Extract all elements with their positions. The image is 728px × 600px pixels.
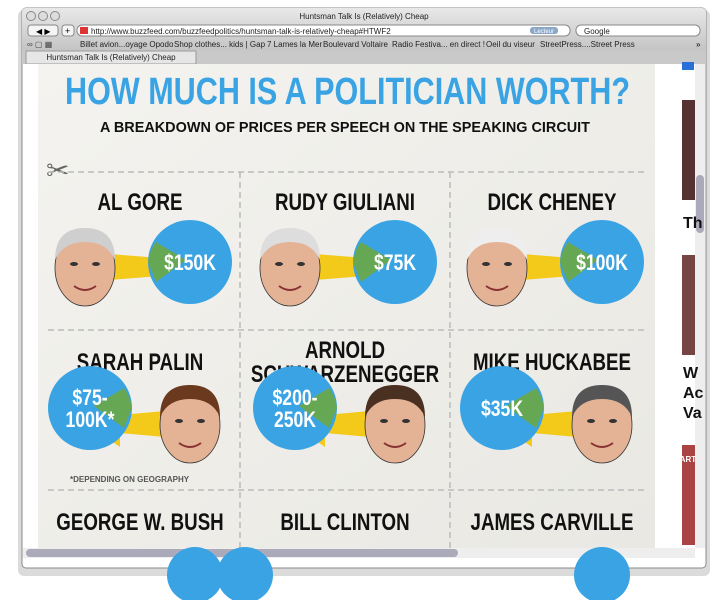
infographic: [38, 64, 655, 548]
eye: [297, 262, 305, 266]
reader-button[interactable]: [530, 27, 558, 34]
add-button[interactable]: [61, 24, 75, 37]
back-forward[interactable]: [27, 24, 59, 37]
bookmark[interactable]: Radio Festiva... en direct !: [392, 40, 485, 49]
overlap: [506, 388, 544, 428]
price-circle: [48, 366, 132, 450]
hair: [365, 385, 425, 417]
hair: [260, 228, 320, 260]
price: $75K: [374, 251, 417, 275]
overlap: [560, 242, 598, 282]
v-scroll-thumb[interactable]: [696, 175, 704, 233]
address-bar[interactable]: [76, 24, 571, 37]
price-circle: [167, 547, 223, 600]
eye: [609, 419, 617, 423]
price-circle: [460, 366, 544, 450]
bookmark[interactable]: Billet avion...oyage Opodo: [80, 40, 174, 49]
add-icon: +: [65, 26, 70, 36]
bookmark[interactable]: Oeil du viseur: [486, 40, 535, 49]
mouth: [485, 285, 509, 291]
infographic-title: HOW MUCH IS A POLITICIAN WORTH?: [65, 71, 630, 113]
eye: [275, 262, 283, 266]
price: $100K: [576, 251, 628, 275]
price: $35K: [481, 397, 524, 421]
sidebar-text: Va: [683, 405, 702, 422]
eye: [175, 419, 183, 423]
eye: [197, 419, 205, 423]
mouth: [278, 285, 302, 291]
search-placeholder: Google: [584, 27, 610, 36]
back-icon: ◀ ▶: [36, 27, 51, 36]
price: $150K: [164, 251, 216, 275]
politician-name: GEORGE W. BUSH: [56, 509, 223, 536]
sidebar-image: [682, 100, 696, 200]
v-scrollbar[interactable]: [695, 64, 705, 548]
bookmarks-more: »: [696, 40, 701, 49]
overlap: [148, 242, 186, 282]
price-circle: [253, 366, 337, 450]
sidebar-text: PART: [675, 455, 696, 464]
price-circle: [560, 220, 644, 304]
politician-name: JAMES CARVILLE: [471, 509, 634, 536]
hair: [572, 385, 632, 417]
mouth: [383, 442, 407, 448]
politician-name: DICK CHENEY: [488, 189, 617, 216]
price-circle: [217, 547, 273, 600]
hair: [160, 385, 220, 417]
politician-name: ARNOLD: [305, 337, 385, 364]
scissors: ✂: [46, 155, 69, 186]
sidebar-text: Ac: [683, 385, 704, 402]
overlap: [94, 388, 132, 428]
tab-title: Huntsman Talk Is (Relatively) Cheap: [46, 53, 176, 62]
sidebar-badge: [682, 62, 694, 70]
price: 250K: [274, 408, 317, 432]
window-title: Huntsman Talk Is (Relatively) Cheap: [299, 12, 429, 21]
mouth: [73, 285, 97, 291]
footnote: *DEPENDING ON GEOGRAPHY: [70, 475, 190, 484]
politician-name: BILL CLINTON: [280, 509, 409, 536]
sidebar-image: [682, 255, 696, 355]
overlap: [353, 242, 391, 282]
close-button[interactable]: [26, 11, 36, 21]
bookmark[interactable]: Boulevard Voltaire: [323, 40, 388, 49]
eye: [70, 262, 78, 266]
price: $75-: [72, 386, 107, 410]
eye: [587, 419, 595, 423]
favicon: [80, 27, 88, 34]
politician-name: AL GORE: [98, 189, 183, 216]
infographic-subtitle: A BREAKDOWN OF PRICES PER SPEECH ON THE …: [100, 119, 590, 136]
price-circle: [148, 220, 232, 304]
price-circle: [353, 220, 437, 304]
price: $200-: [273, 386, 318, 410]
bookmark[interactable]: Shop clothes... kids | Gap: [174, 40, 266, 49]
bookmarks-icons: ∞ ▢ ▦: [27, 40, 52, 49]
sidebar-text: W: [683, 365, 699, 382]
politician-name: RUDY GIULIANI: [275, 189, 415, 216]
eye: [92, 262, 100, 266]
url: http://www.buzzfeed.com/buzzfeedpolitics…: [91, 27, 391, 36]
mouth: [178, 442, 202, 448]
price-circle: [574, 547, 630, 600]
eye: [402, 419, 410, 423]
sidebar-text: Th: [683, 215, 703, 232]
search-field[interactable]: [575, 24, 701, 37]
zoom-button[interactable]: [50, 11, 60, 21]
sidebar-image: [682, 445, 696, 545]
hair: [55, 228, 115, 260]
eye: [504, 262, 512, 266]
eye: [482, 262, 490, 266]
price: 100K*: [66, 408, 115, 432]
mouth: [590, 442, 614, 448]
bookmark[interactable]: StreetPress....Street Press: [540, 40, 635, 49]
minimize-button[interactable]: [38, 11, 48, 21]
bookmark[interactable]: 7 Lames la Mer: [267, 40, 322, 49]
overlap: [299, 388, 337, 428]
reader-label: Lecteur: [534, 29, 554, 35]
hair: [467, 228, 527, 260]
eye: [380, 419, 388, 423]
